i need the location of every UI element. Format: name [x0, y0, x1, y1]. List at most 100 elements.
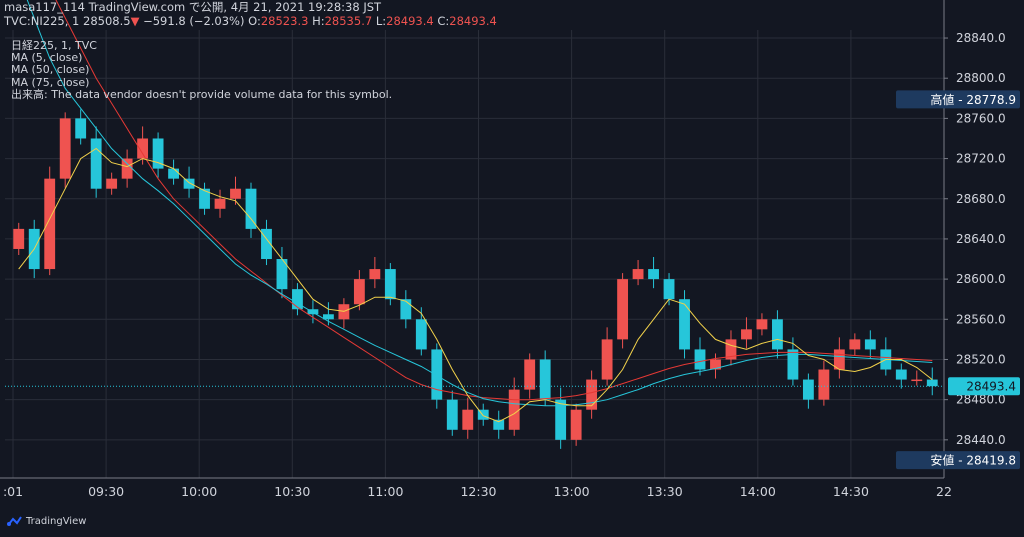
candle-body	[524, 359, 536, 390]
price-tick-label: 28720.0	[956, 152, 1006, 166]
candle-body	[322, 314, 334, 320]
high-value: 28535.7	[324, 14, 373, 28]
time-tick-label: 22	[936, 484, 952, 499]
indicator-legend: 日経225, 1, TVC MA (5, close) MA (50, clos…	[11, 39, 393, 101]
candle-body	[725, 339, 737, 360]
time-tick-label: 10:00	[181, 484, 217, 499]
legend-volume[interactable]: 出来高: The data vendor doesn't provide vol…	[11, 87, 393, 101]
high-price-marker: 高値 - 28778.9	[896, 90, 1020, 109]
price-tick-label: 28480.0	[956, 393, 1006, 407]
candle-body	[756, 319, 768, 330]
candle-body	[75, 118, 87, 139]
candle-body	[493, 419, 505, 430]
candle-body	[214, 198, 226, 209]
price-tick-label: 28640.0	[956, 232, 1006, 246]
candle-body	[601, 339, 613, 380]
candle-body	[384, 269, 396, 300]
legend-ma50[interactable]: MA (50, close)	[11, 63, 90, 77]
ma75-line	[55, 0, 933, 401]
brand-label: TradingView	[26, 516, 87, 527]
candle-body	[183, 178, 195, 189]
symbol-header: TVC:NI225, 1 28508.5▼ −591.8 (−2.03%) O:…	[4, 15, 497, 28]
time-axis-ticks[interactable]: :01 09:30 10:00 10:30 11:00 12:30 13:00 13:30 14…	[3, 484, 952, 499]
symbol-name: TVC:NI225, 1	[4, 14, 80, 28]
high-price-marker-text: 高値 - 28778.9	[930, 92, 1016, 107]
candle-body	[90, 138, 102, 189]
candle-body	[44, 178, 56, 270]
close-value: 28493.4	[449, 14, 497, 28]
candle-body	[137, 138, 149, 159]
candle-body	[648, 269, 659, 280]
time-tick-label: 14:00	[740, 484, 776, 499]
time-tick-label: 10:30	[274, 484, 310, 499]
open-value: 28523.3	[260, 14, 309, 28]
time-tick-label: :01	[3, 484, 23, 499]
low-label: L:	[375, 14, 387, 28]
candle-body	[926, 379, 938, 387]
price-tick-label: 28800.0	[956, 71, 1006, 85]
candle-body	[152, 138, 164, 169]
candle-body	[431, 349, 443, 400]
legend-ma75[interactable]: MA (75, close)	[11, 75, 90, 89]
legend-symbol[interactable]: 日経225, 1, TVC	[11, 39, 97, 52]
tradingview-logo-icon	[7, 516, 22, 526]
candle-body	[617, 279, 629, 340]
change-value: −591.8 (−2.03%)	[143, 14, 245, 28]
candle-body	[849, 339, 861, 350]
candle-body	[632, 269, 644, 280]
candle-body	[369, 269, 381, 280]
candle-body	[400, 299, 412, 320]
candle-body	[679, 299, 690, 350]
candle-body	[818, 369, 830, 400]
candle-body	[694, 349, 706, 370]
low-value: 28493.4	[386, 14, 434, 28]
candle-body	[833, 349, 845, 370]
time-tick-label: 11:00	[367, 484, 403, 499]
candle-body	[895, 369, 907, 380]
time-tick-label: 09:30	[88, 484, 124, 499]
candle-body	[353, 279, 365, 305]
candle-body	[245, 188, 257, 229]
candle-body	[772, 319, 783, 350]
ma50-line	[26, 0, 933, 407]
price-tick-label: 28760.0	[956, 111, 1006, 125]
candle-body	[864, 339, 876, 350]
publish-info: masa117_114 TradingView.com で公開, 4月 21, …	[4, 0, 382, 14]
candle-body	[106, 178, 118, 189]
price-axis-ticks[interactable]: 28440.0 28480.0 28520.0 28560.0 28600.0 28640…	[944, 31, 1006, 447]
low-price-marker-bg	[896, 451, 1020, 470]
candle-body	[13, 228, 25, 249]
last-price-marker: 28493.4	[948, 377, 1020, 396]
candle-body	[261, 228, 272, 260]
candle-body	[802, 379, 814, 400]
candle-body	[911, 379, 923, 382]
down-arrow-icon: ▼	[130, 14, 140, 28]
moving-average-lines	[18, 0, 933, 423]
high-label: H:	[312, 14, 325, 28]
candle-body	[570, 409, 582, 440]
candle-body	[230, 188, 241, 199]
candle-body	[477, 409, 489, 420]
legend-ma5[interactable]: MA (5, close)	[11, 51, 83, 65]
candle-body	[741, 329, 752, 340]
candles	[13, 109, 938, 449]
time-tick-label: 14:30	[833, 484, 869, 499]
time-tick-label: 13:30	[647, 484, 683, 499]
price-tick-label: 28840.0	[956, 31, 1006, 45]
candle-body	[168, 168, 179, 179]
candle-body	[121, 158, 133, 179]
candle-body	[539, 359, 551, 400]
ma5-line	[18, 147, 933, 423]
candle-body	[415, 319, 427, 350]
open-label: O:	[248, 14, 261, 28]
candle-body	[787, 349, 799, 380]
last-value: 28508.5	[83, 14, 131, 28]
last-price-marker-text: 28493.4	[966, 380, 1016, 394]
tradingview-brand[interactable]: TradingView	[6, 516, 86, 527]
candle-body	[508, 389, 520, 430]
last-price-marker-bg	[948, 377, 1020, 396]
price-tick-label: 28680.0	[956, 192, 1006, 206]
